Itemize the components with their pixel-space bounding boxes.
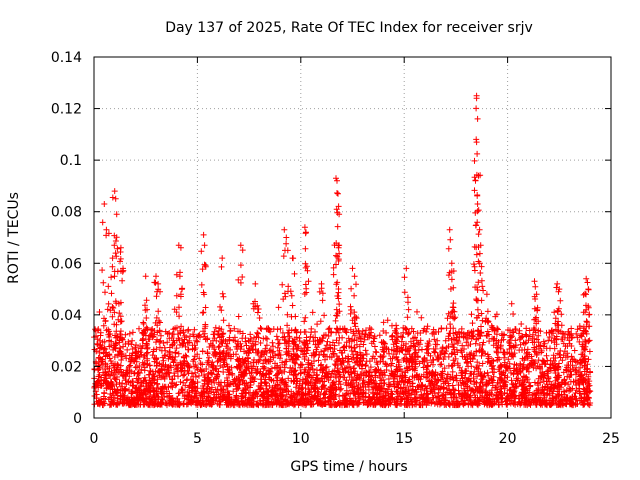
x-tick-label: 5	[193, 431, 202, 447]
y-axis-label: ROTI / TECUs	[6, 192, 22, 284]
x-tick-label: 10	[292, 431, 310, 447]
y-tick-label: 0.06	[51, 256, 82, 272]
y-tick-label: 0.12	[51, 102, 82, 118]
roti-points	[91, 92, 594, 409]
y-tick-labels: 0 0.02 0.04 0.06 0.08 0.1 0.12 0.14	[51, 50, 82, 427]
y-tick-label: 0.02	[51, 359, 82, 375]
plot-frame	[93, 56, 612, 419]
x-tick-label: 15	[395, 431, 413, 447]
x-tick-label: 25	[602, 431, 620, 447]
x-tick-label: 20	[499, 431, 517, 447]
data-points	[91, 92, 594, 409]
y-tick-label: 0.1	[60, 153, 82, 169]
y-tick-label: 0.08	[51, 205, 82, 221]
x-axis-label: GPS time / hours	[290, 459, 407, 475]
x-tick-label: 0	[90, 431, 99, 447]
chart-title: Day 137 of 2025, Rate Of TEC Index for r…	[165, 20, 533, 36]
x-tick-labels: 0 5 10 15 20 25	[90, 431, 620, 447]
grid-lines	[94, 57, 611, 418]
y-tick-label: 0.04	[51, 308, 82, 324]
y-tick-label: 0.14	[51, 50, 82, 66]
axis-ticks	[93, 56, 612, 419]
y-tick-label: 0	[73, 411, 82, 427]
